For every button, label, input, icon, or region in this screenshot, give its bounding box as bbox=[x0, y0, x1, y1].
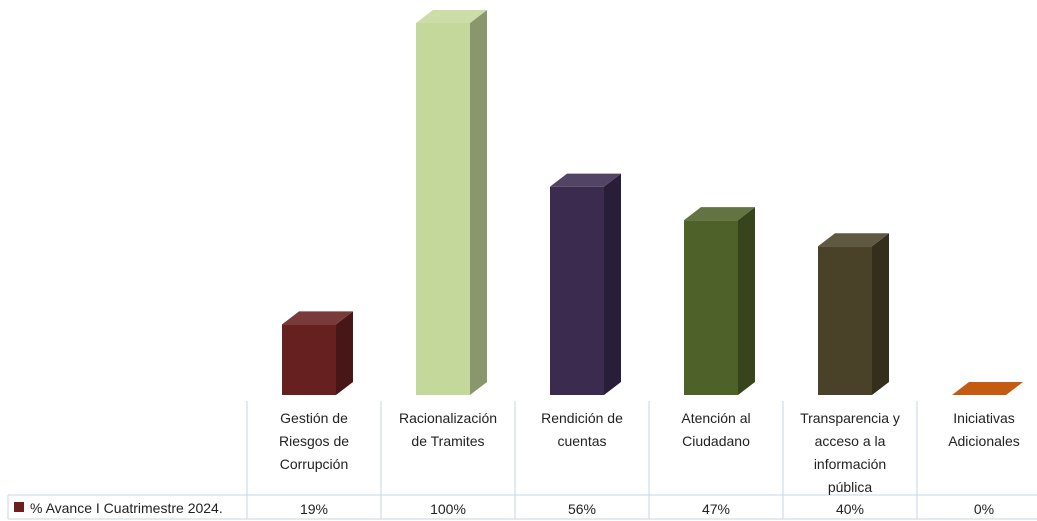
bar-1-front bbox=[282, 324, 336, 395]
bar-3-side bbox=[604, 173, 621, 395]
bar-1 bbox=[282, 311, 353, 395]
bar-4-side bbox=[738, 207, 755, 395]
bar-6-base bbox=[952, 382, 1023, 395]
value-label-1: 19% bbox=[300, 501, 328, 517]
bar-1-top bbox=[282, 311, 353, 325]
category-label-5: Transparencia y acceso a la información púb… bbox=[800, 410, 900, 495]
legend-swatch bbox=[14, 502, 24, 512]
value-label-3: 56% bbox=[568, 501, 596, 517]
category-label-6: Iniciativas Adicionales bbox=[948, 410, 1020, 449]
bar-chart bbox=[282, 10, 1023, 395]
legend-label: % Avance I Cuatrimestre 2024. bbox=[30, 500, 223, 516]
category-label-4: Atención al Ciudadano bbox=[681, 410, 750, 449]
category-label-3: Rendición de cuentas bbox=[541, 410, 623, 449]
bar-5-front bbox=[818, 246, 872, 395]
bar-3 bbox=[550, 173, 621, 395]
bar-4 bbox=[684, 207, 755, 395]
bar-5-top bbox=[818, 233, 889, 247]
category-label-2: Racionalización de Tramites bbox=[399, 410, 497, 449]
data-table: Gestión de Riesgos de Corrupción Racionaliz… bbox=[7, 401, 1037, 520]
bar-3-front bbox=[550, 186, 604, 395]
bar-2-top bbox=[416, 10, 487, 23]
bar-3-top bbox=[550, 173, 621, 187]
bar-5 bbox=[818, 233, 889, 395]
category-label-1: Gestión de Riesgos de Corrupción bbox=[279, 410, 349, 472]
bar-2-front bbox=[416, 23, 470, 395]
bar-6 bbox=[952, 382, 1023, 395]
bar-1-side bbox=[336, 311, 353, 395]
value-label-6: 0% bbox=[974, 501, 994, 517]
value-label-4: 47% bbox=[702, 501, 730, 517]
bar-5-side bbox=[872, 233, 889, 395]
bar-2-side bbox=[470, 10, 487, 395]
bar-2 bbox=[416, 10, 487, 395]
value-label-2: 100% bbox=[430, 501, 466, 517]
bar-4-top bbox=[684, 207, 755, 221]
bar-4-front bbox=[684, 220, 738, 395]
value-label-5: 40% bbox=[836, 501, 864, 517]
